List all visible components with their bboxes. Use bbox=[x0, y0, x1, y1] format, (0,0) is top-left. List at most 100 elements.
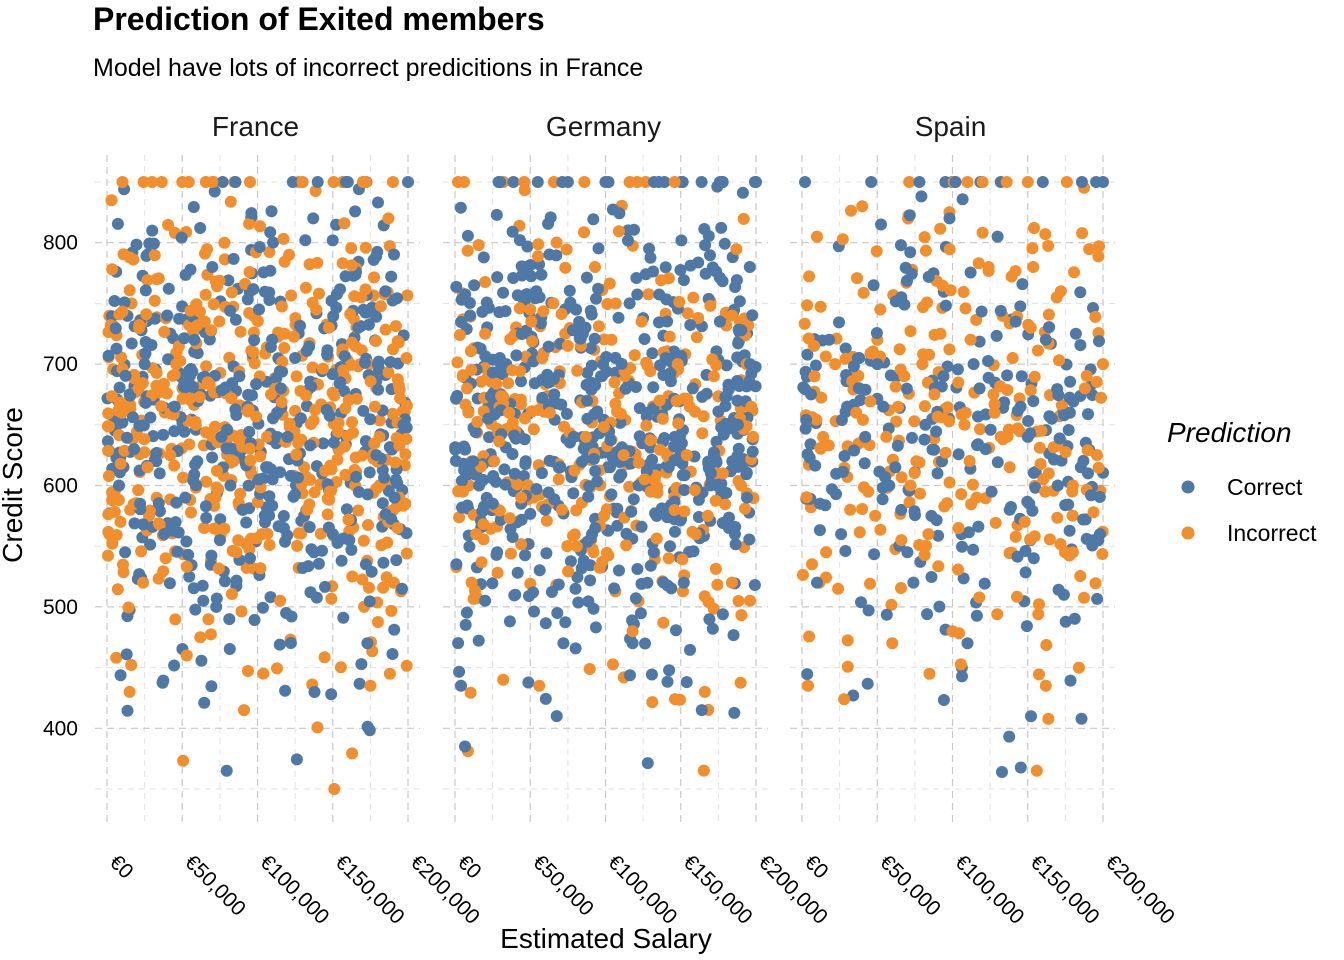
point-correct bbox=[362, 318, 375, 331]
point-incorrect bbox=[1089, 310, 1102, 323]
point-correct bbox=[265, 205, 278, 218]
point-incorrect bbox=[734, 676, 747, 689]
point-incorrect bbox=[153, 518, 166, 531]
point-correct bbox=[704, 249, 716, 262]
point-incorrect bbox=[994, 430, 1007, 443]
point-correct bbox=[450, 280, 463, 293]
point-incorrect bbox=[543, 406, 556, 419]
point-incorrect bbox=[853, 526, 866, 539]
point-correct bbox=[627, 493, 640, 506]
y-tick-label: 700 bbox=[43, 353, 78, 376]
point-correct bbox=[479, 350, 492, 363]
point-correct bbox=[1019, 566, 1032, 579]
point-correct bbox=[811, 576, 823, 589]
point-correct bbox=[973, 335, 986, 348]
point-incorrect bbox=[587, 546, 600, 559]
point-incorrect bbox=[845, 204, 857, 217]
point-correct bbox=[567, 487, 580, 500]
point-correct bbox=[994, 304, 1007, 317]
point-incorrect bbox=[299, 389, 312, 402]
point-incorrect bbox=[491, 566, 504, 579]
point-incorrect bbox=[744, 594, 756, 607]
point-correct bbox=[643, 242, 656, 255]
point-incorrect bbox=[261, 430, 274, 443]
point-correct bbox=[861, 677, 874, 690]
point-incorrect bbox=[345, 242, 358, 255]
x-tick-label: €0 bbox=[105, 851, 138, 884]
point-incorrect bbox=[326, 386, 339, 399]
point-correct bbox=[357, 404, 370, 417]
point-correct bbox=[173, 312, 186, 325]
point-correct bbox=[706, 622, 719, 635]
point-incorrect bbox=[895, 471, 908, 484]
point-correct bbox=[586, 528, 598, 541]
point-incorrect bbox=[177, 754, 190, 767]
point-incorrect bbox=[352, 504, 365, 517]
point-correct bbox=[713, 315, 726, 328]
point-incorrect bbox=[102, 549, 114, 562]
point-correct bbox=[867, 279, 880, 292]
point-incorrect bbox=[650, 532, 663, 545]
point-correct bbox=[599, 176, 612, 188]
point-correct bbox=[530, 285, 543, 298]
point-correct bbox=[809, 359, 822, 372]
point-correct bbox=[841, 400, 854, 413]
point-correct bbox=[498, 463, 511, 476]
x-tick-label: €50,000 bbox=[528, 851, 598, 921]
point-correct bbox=[168, 400, 181, 413]
point-incorrect bbox=[391, 522, 404, 534]
point-correct bbox=[589, 465, 602, 478]
point-correct bbox=[515, 328, 528, 340]
point-correct bbox=[644, 559, 657, 572]
point-correct bbox=[299, 234, 312, 247]
point-correct bbox=[291, 471, 304, 484]
point-incorrect bbox=[641, 359, 654, 372]
point-incorrect bbox=[617, 449, 630, 462]
point-incorrect bbox=[1028, 222, 1040, 234]
point-incorrect bbox=[184, 392, 197, 405]
point-correct bbox=[240, 516, 253, 529]
point-incorrect bbox=[232, 534, 245, 547]
point-correct bbox=[1029, 481, 1042, 494]
point-correct bbox=[479, 594, 492, 607]
point-correct bbox=[385, 270, 398, 283]
point-correct bbox=[630, 272, 643, 284]
point-correct bbox=[494, 176, 507, 188]
point-correct bbox=[1074, 339, 1087, 352]
point-incorrect bbox=[952, 522, 965, 534]
point-incorrect bbox=[626, 625, 639, 638]
point-correct bbox=[626, 637, 639, 650]
point-correct bbox=[880, 608, 893, 621]
point-correct bbox=[750, 176, 762, 188]
point-incorrect bbox=[893, 343, 906, 356]
point-incorrect bbox=[227, 455, 240, 468]
point-incorrect bbox=[206, 176, 219, 188]
point-incorrect bbox=[117, 566, 130, 579]
point-correct bbox=[644, 251, 657, 264]
point-correct bbox=[168, 425, 181, 438]
point-correct bbox=[347, 269, 360, 282]
point-incorrect bbox=[964, 333, 977, 346]
point-incorrect bbox=[345, 336, 358, 349]
point-incorrect bbox=[155, 400, 168, 413]
point-incorrect bbox=[932, 560, 945, 573]
point-incorrect bbox=[1026, 242, 1039, 255]
point-correct bbox=[933, 600, 946, 613]
point-incorrect bbox=[578, 226, 590, 239]
point-correct bbox=[998, 396, 1011, 409]
point-incorrect bbox=[309, 404, 322, 416]
point-correct bbox=[1009, 315, 1022, 328]
point-correct bbox=[326, 368, 339, 381]
point-correct bbox=[308, 686, 321, 698]
point-correct bbox=[525, 270, 538, 283]
point-correct bbox=[386, 648, 399, 660]
point-incorrect bbox=[225, 588, 238, 600]
point-incorrect bbox=[680, 449, 693, 462]
point-incorrect bbox=[943, 343, 956, 356]
point-incorrect bbox=[155, 176, 168, 188]
point-incorrect bbox=[583, 663, 596, 675]
point-incorrect bbox=[148, 294, 161, 307]
point-correct bbox=[515, 375, 527, 388]
point-correct bbox=[535, 268, 548, 281]
